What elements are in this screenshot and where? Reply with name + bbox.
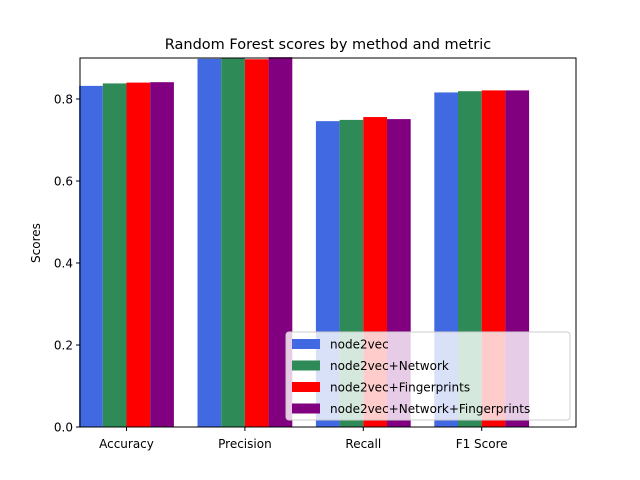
- legend-label: node2vec+Network+Fingerprints: [330, 402, 530, 416]
- x-tick-label: Precision: [218, 437, 272, 451]
- bar-node2vec-fingerprints-accuracy: [126, 82, 151, 427]
- x-tick-label: Accuracy: [99, 437, 154, 451]
- legend-swatch: [292, 339, 320, 349]
- y-tick-label: 0.4: [54, 257, 73, 271]
- legend-label: node2vec+Network: [330, 359, 449, 373]
- y-tick-label: 0.2: [54, 339, 73, 353]
- y-tick-label: 0.6: [54, 175, 73, 189]
- legend-swatch: [292, 403, 320, 414]
- chart-title: Random Forest scores by method and metri…: [165, 37, 491, 53]
- x-tick-label: Recall: [345, 437, 381, 451]
- x-tick-label: F1 Score: [456, 437, 508, 451]
- legend-swatch: [292, 360, 320, 371]
- legend-box: [285, 331, 571, 421]
- axes-group: 0.0 0.2 0.4 0.6 0.8 Accuracy Precision Recall F1…: [54, 57, 577, 451]
- y-axis-label: Scores: [29, 223, 43, 263]
- legend-swatch: [292, 382, 320, 392]
- y-tick-label: 0.0: [54, 421, 73, 435]
- legend: node2vec node2vec+Network node2vec+Fingerp…: [285, 331, 571, 421]
- plot-frame: [79, 57, 577, 428]
- legend-label: node2vec+Fingerprints: [330, 381, 470, 395]
- bar-node2vec-fingerprints-precision: [244, 59, 269, 427]
- bar-node2vec-accuracy: [79, 85, 103, 427]
- y-tick-label: 0.8: [54, 93, 73, 107]
- bar-node2vec-network-accuracy: [102, 83, 127, 428]
- legend-label: node2vec: [330, 338, 389, 352]
- bar-node2vec-network-precision: [221, 58, 245, 427]
- bar-node2vec-network-fingerprints-accuracy: [150, 82, 174, 427]
- bar-node2vec-precision: [197, 58, 222, 427]
